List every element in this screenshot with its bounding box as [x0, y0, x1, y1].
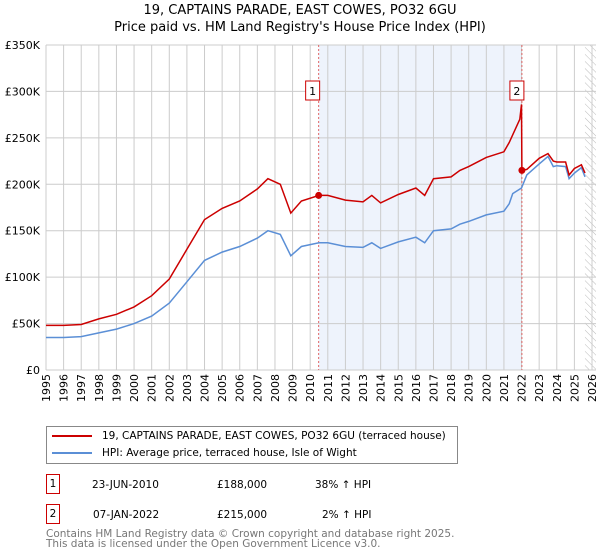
- transaction-hpi: 2% ↑ HPI: [322, 509, 372, 521]
- chart-subtitle: Price paid vs. HM Land Registry's House …: [114, 20, 486, 35]
- transaction-badge: 2: [46, 504, 60, 524]
- x-tick-label: 2025: [568, 374, 581, 402]
- x-tick-label: 1999: [110, 374, 123, 402]
- y-tick-label: £100K: [5, 271, 41, 284]
- x-tick-label: 2016: [410, 374, 423, 402]
- x-tick-label: 2020: [480, 374, 493, 402]
- y-tick-label: £50K: [12, 318, 41, 331]
- sale-point: [518, 166, 526, 174]
- transaction-row: 2 07-JAN-2022 £215,000 2% ↑ HPI: [46, 504, 446, 526]
- x-tick-label: 2001: [146, 374, 159, 402]
- chart-title: 19, CAPTAINS PARADE, EAST COWES, PO32 6G…: [143, 3, 457, 18]
- x-tick-label: 2014: [375, 374, 388, 402]
- transaction-price: £188,000: [217, 479, 268, 491]
- transaction-date: 23-JUN-2010: [92, 479, 159, 491]
- sale-badge-label: 2: [513, 85, 520, 98]
- blue-line-swatch: [52, 452, 92, 454]
- legend-item-property: 19, CAPTAINS PARADE, EAST COWES, PO32 6G…: [52, 428, 446, 444]
- x-tick-label: 2023: [533, 374, 546, 402]
- legend-label: 19, CAPTAINS PARADE, EAST COWES, PO32 6G…: [102, 430, 446, 442]
- legend: 19, CAPTAINS PARADE, EAST COWES, PO32 6G…: [46, 426, 458, 464]
- sale-badge: [305, 80, 321, 101]
- property-price-line: [46, 104, 586, 327]
- x-tick-label: 2006: [234, 374, 247, 402]
- transaction-hpi: 38% ↑ HPI: [315, 479, 372, 491]
- forecast-hatch: [584, 45, 596, 370]
- y-tick-label: £300K: [5, 85, 41, 98]
- x-tick-label: 2017: [427, 374, 440, 402]
- y-tick-label: £200K: [5, 178, 41, 191]
- x-tick-label: 1998: [93, 374, 106, 402]
- x-tick-label: 1996: [58, 374, 71, 402]
- y-tick-label: £0: [26, 364, 40, 377]
- legend-item-hpi: HPI: Average price, terraced house, Isle…: [52, 445, 357, 461]
- legend-label: HPI: Average price, terraced house, Isle…: [102, 447, 357, 459]
- x-tick-label: 2002: [163, 374, 176, 402]
- x-tick-label: 2009: [287, 374, 300, 402]
- transaction-price: £215,000: [217, 509, 268, 521]
- x-tick-label: 2012: [339, 374, 352, 402]
- x-tick-label: 2005: [216, 374, 229, 402]
- red-line-swatch: [52, 435, 92, 437]
- transaction-badge: 1: [46, 474, 60, 494]
- sale-badge: [509, 80, 525, 101]
- sale-point: [315, 191, 323, 199]
- y-tick-label: £250K: [5, 132, 41, 145]
- x-tick-label: 2010: [304, 374, 317, 402]
- sale-badge-label: 1: [309, 85, 316, 98]
- hpi-line: [46, 155, 586, 339]
- footer: Contains HM Land Registry data © Crown c…: [46, 528, 455, 550]
- x-tick-label: 2004: [199, 374, 212, 402]
- transaction-row: 1 23-JUN-2010 £188,000 38% ↑ HPI: [46, 474, 446, 496]
- x-tick-label: 2022: [516, 374, 529, 402]
- shaded-period: [318, 45, 522, 370]
- x-tick-label: 2000: [128, 374, 141, 402]
- x-tick-label: 2013: [357, 374, 370, 402]
- x-tick-label: 2019: [463, 374, 476, 402]
- transaction-date: 07-JAN-2022: [93, 509, 160, 521]
- footer-line: Contains HM Land Registry data © Crown c…: [46, 528, 455, 540]
- x-tick-label: 2021: [498, 374, 511, 402]
- x-tick-label: 2007: [251, 374, 264, 402]
- x-tick-label: 2015: [392, 374, 405, 402]
- y-tick-label: £350K: [5, 39, 41, 52]
- x-tick-label: 2018: [445, 374, 458, 402]
- x-tick-label: 2024: [551, 374, 564, 402]
- footer-line: This data is licensed under the Open Gov…: [46, 538, 381, 550]
- price-chart: 1995 1996 1997 1998 1999 2000 2001 2002 2003 2004…: [5, 39, 599, 402]
- y-tick-label: £150K: [5, 225, 41, 238]
- x-tick-label: 2003: [181, 374, 194, 402]
- x-tick-label: 2008: [269, 374, 282, 402]
- x-tick-label: 1995: [40, 374, 53, 402]
- x-tick-label: 1997: [75, 374, 88, 402]
- x-tick-label: 2026: [586, 374, 599, 402]
- x-tick-label: 2011: [322, 374, 335, 402]
